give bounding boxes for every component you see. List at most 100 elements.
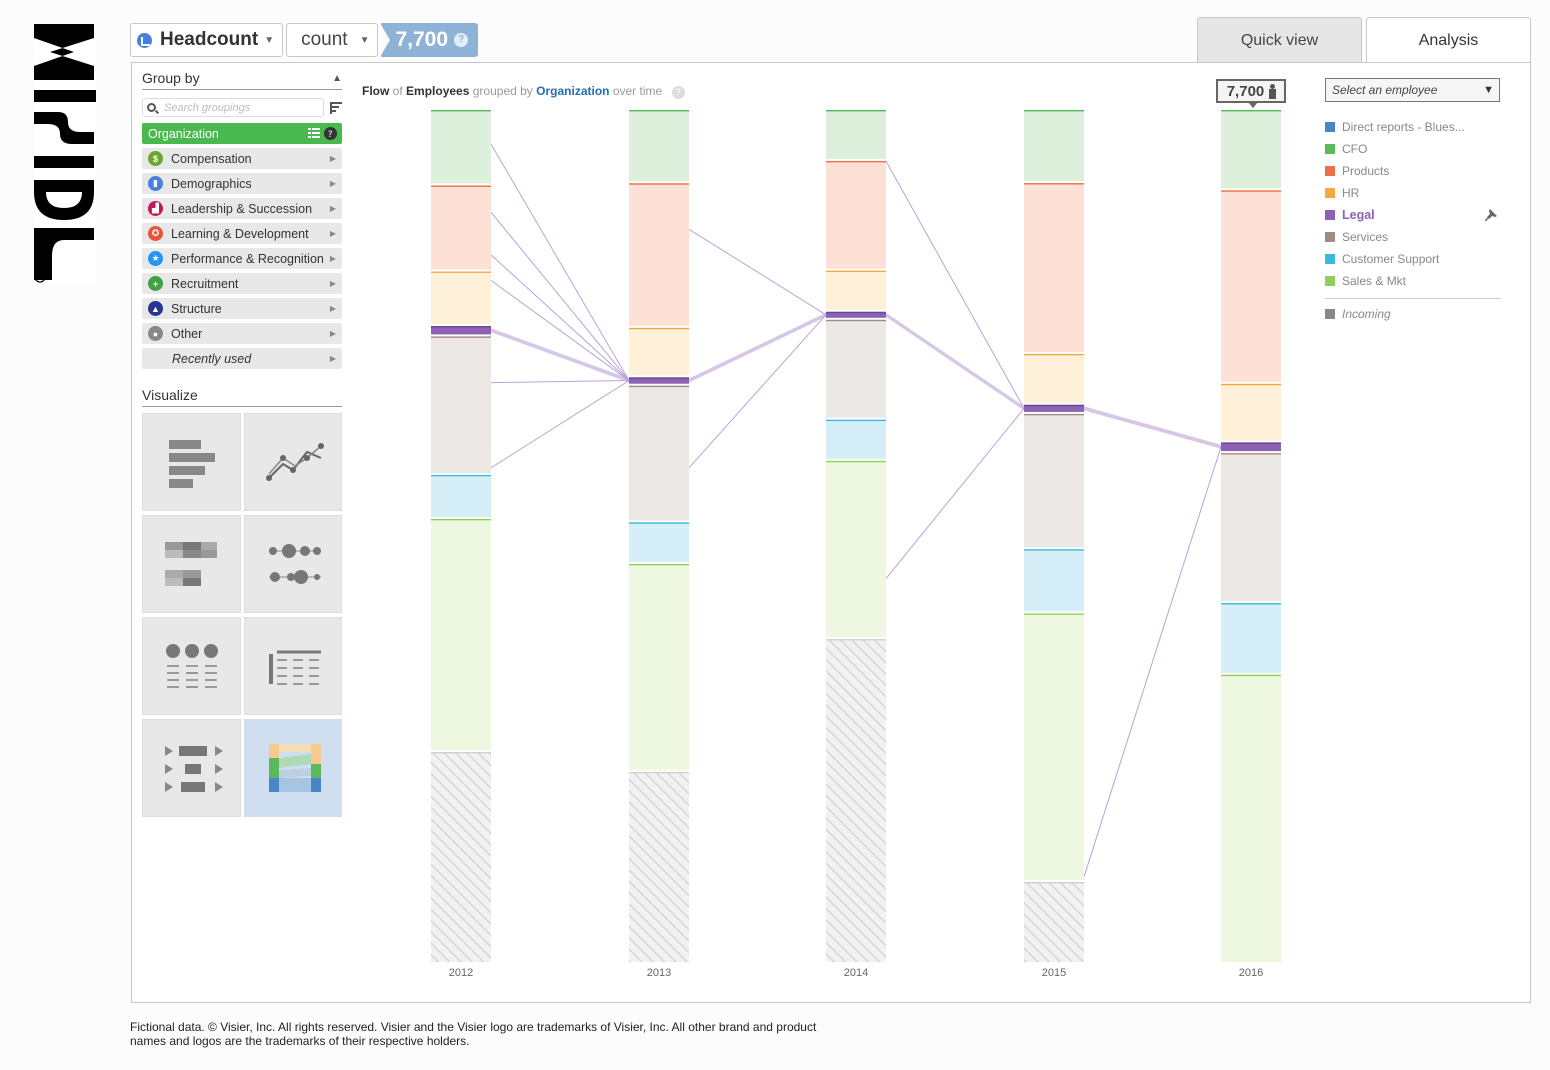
flow-segment-cfo-2013[interactable]	[629, 110, 689, 182]
viz-scorecard[interactable]	[142, 617, 241, 715]
circle-icon: ●	[148, 326, 163, 341]
flow-segment-products-2012[interactable]	[431, 185, 491, 270]
flow-segment-legal-2015[interactable]	[1024, 404, 1084, 412]
help-icon[interactable]: ?	[324, 127, 337, 140]
flow-segment-services-2014[interactable]	[826, 319, 886, 418]
segment-edge	[1024, 549, 1084, 551]
group-organization[interactable]: Organization ?	[142, 123, 342, 144]
group-performance[interactable]: ★ Performance & Recognition ▶	[142, 248, 342, 269]
group-demographics[interactable]: ▮ Demographics ▶	[142, 173, 342, 194]
group-recently-used[interactable]: Recently used ▶	[142, 348, 342, 369]
list-icon[interactable]	[308, 127, 320, 139]
flow-segment-products-2014[interactable]	[826, 160, 886, 269]
metric-selector[interactable]: Headcount ▼	[130, 23, 284, 57]
flow-segment-incoming-2013[interactable]	[629, 771, 689, 962]
tab-quick-view[interactable]: Quick view	[1197, 17, 1362, 63]
flow-segment-cfo-2012[interactable]	[431, 110, 491, 184]
collapse-icon[interactable]: ▲	[332, 73, 342, 84]
legal-flow-2013-2014[interactable]	[689, 312, 826, 383]
chevron-right-icon: ▶	[329, 329, 336, 338]
group-other[interactable]: ● Other ▶	[142, 323, 342, 344]
flow-segment-products-2013[interactable]	[629, 183, 689, 326]
flow-segment-sales-mkt-2014[interactable]	[826, 460, 886, 638]
flow-segment-sales-mkt-2015[interactable]	[1024, 613, 1084, 881]
viz-heatmap[interactable]	[142, 515, 241, 613]
org-actions: ?	[308, 127, 337, 140]
flow-segment-incoming-2012[interactable]	[431, 751, 491, 962]
flow-segment-incoming-2014[interactable]	[826, 639, 886, 963]
legal-flow-2012-2013[interactable]	[491, 328, 629, 383]
flow-segment-sales-mkt-2012[interactable]	[431, 518, 491, 750]
flow-segment-cfo-2015[interactable]	[1024, 110, 1084, 182]
viz-flow-list[interactable]	[142, 719, 241, 817]
flow-segment-cfo-2016[interactable]	[1221, 110, 1281, 189]
aggregation-selector[interactable]: count ▼	[286, 23, 379, 57]
flow-segment-legal-2016[interactable]	[1221, 442, 1281, 452]
flow-segment-services-2016[interactable]	[1221, 453, 1281, 602]
flow-segment-sales-mkt-2016[interactable]	[1221, 674, 1281, 962]
group-label: Demographics	[171, 176, 252, 191]
flow-segment-customer-support-2012[interactable]	[431, 474, 491, 517]
help-icon[interactable]: ?	[454, 33, 469, 47]
flow-line	[490, 143, 630, 381]
stairs-icon: ▟	[148, 201, 163, 216]
tab-analysis[interactable]: Analysis	[1366, 17, 1531, 64]
flow-segment-hr-2015[interactable]	[1024, 353, 1084, 403]
flow-segment-services-2012[interactable]	[431, 336, 491, 473]
group-leadership[interactable]: ▟ Leadership & Succession ▶	[142, 198, 342, 219]
chevron-right-icon: ▶	[329, 254, 336, 263]
flow-segment-legal-2014[interactable]	[826, 311, 886, 318]
flow-segment-products-2015[interactable]	[1024, 183, 1084, 352]
title-grouping[interactable]: Organization	[536, 84, 610, 98]
flow-segment-customer-support-2015[interactable]	[1024, 549, 1084, 612]
viz-flow-chart[interactable]	[244, 719, 342, 817]
pin-icon[interactable]	[1485, 209, 1497, 221]
legend-item[interactable]: Services	[1325, 226, 1501, 248]
viz-dot-plot[interactable]	[244, 515, 342, 613]
flow-segment-customer-support-2013[interactable]	[629, 522, 689, 562]
flow-segment-sales-mkt-2013[interactable]	[629, 563, 689, 770]
sort-icon[interactable]	[330, 101, 342, 114]
flow-segment-legal-2013[interactable]	[629, 377, 689, 384]
flow-segment-products-2016[interactable]	[1221, 190, 1281, 382]
viz-bar-chart[interactable]	[142, 413, 241, 511]
chevron-down-icon: ▼	[1483, 84, 1494, 96]
flow-segment-hr-2013[interactable]	[629, 327, 689, 376]
flow-segment-incoming-2015[interactable]	[1024, 882, 1084, 962]
title-word: Employees	[406, 84, 470, 98]
flow-segment-hr-2014[interactable]	[826, 270, 886, 310]
search-groupings-input[interactable]: Search groupings	[142, 98, 324, 117]
viz-table[interactable]	[244, 617, 342, 715]
legend-item[interactable]: Direct reports - Blues...	[1325, 116, 1501, 138]
legal-flow-2014-2015[interactable]	[886, 312, 1024, 411]
flow-segment-cfo-2014[interactable]	[826, 110, 886, 159]
flow-line	[885, 160, 1025, 409]
legend-item[interactable]: CFO	[1325, 138, 1501, 160]
viz-trend-chart[interactable]	[244, 413, 342, 511]
group-structure[interactable]: ▲ Structure ▶	[142, 298, 342, 319]
legend-item[interactable]: Customer Support	[1325, 248, 1501, 270]
group-label: Organization	[148, 126, 219, 141]
legal-flow-2015-2016[interactable]	[1084, 406, 1221, 449]
flow-segment-legal-2012[interactable]	[431, 326, 491, 335]
employee-select[interactable]: Select an employee ▼	[1325, 78, 1500, 102]
help-icon[interactable]: ?	[671, 86, 685, 99]
flow-segment-services-2015[interactable]	[1024, 413, 1084, 548]
group-learning[interactable]: ✪ Learning & Development ▶	[142, 223, 342, 244]
flow-segment-customer-support-2016[interactable]	[1221, 603, 1281, 673]
legend-item[interactable]: Sales & Mkt	[1325, 270, 1501, 292]
title-word: grouped by	[472, 84, 533, 98]
flow-line	[490, 380, 630, 384]
legend-item-legal[interactable]: Legal	[1325, 204, 1501, 226]
group-compensation[interactable]: $ Compensation ▶	[142, 148, 342, 169]
legend-item-incoming[interactable]: Incoming	[1325, 303, 1501, 325]
group-recruitment[interactable]: + Recruitment ▶	[142, 273, 342, 294]
flow-segment-customer-support-2014[interactable]	[826, 419, 886, 459]
legend-label: Legal	[1342, 208, 1375, 222]
legend-item[interactable]: HR	[1325, 182, 1501, 204]
flow-segment-hr-2016[interactable]	[1221, 383, 1281, 441]
legend-item[interactable]: Products	[1325, 160, 1501, 182]
flow-segment-services-2013[interactable]	[629, 385, 689, 521]
segment-edge	[629, 563, 689, 566]
flow-segment-hr-2012[interactable]	[431, 271, 491, 325]
